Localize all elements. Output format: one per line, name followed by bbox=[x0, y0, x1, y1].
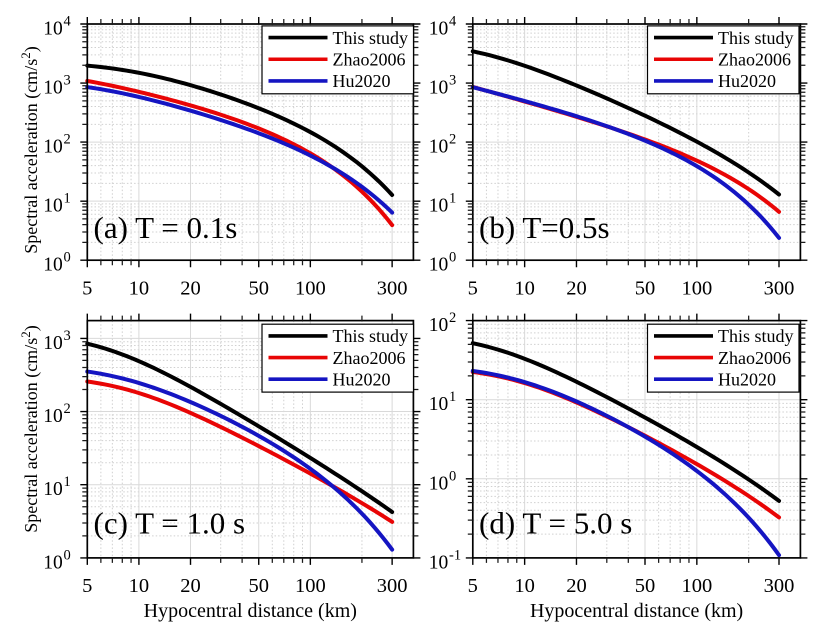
svg-text:Zhao2006: Zhao2006 bbox=[718, 50, 791, 70]
svg-text:This study: This study bbox=[333, 28, 409, 48]
svg-text:Spectral acceleration (cm/s2): Spectral acceleration (cm/s2) bbox=[18, 46, 42, 253]
svg-text:This study: This study bbox=[718, 28, 794, 48]
svg-text:Hypocentral distance (km): Hypocentral distance (km) bbox=[530, 600, 743, 622]
svg-text:20: 20 bbox=[180, 575, 201, 597]
svg-text:10: 10 bbox=[429, 315, 449, 336]
svg-text:10: 10 bbox=[43, 406, 63, 427]
svg-text:10: 10 bbox=[43, 333, 63, 354]
svg-text:3: 3 bbox=[449, 73, 456, 89]
svg-text:0: 0 bbox=[64, 547, 71, 563]
svg-text:20: 20 bbox=[566, 575, 587, 597]
svg-text:20: 20 bbox=[180, 277, 201, 299]
svg-text:2: 2 bbox=[64, 132, 71, 148]
svg-text:10: 10 bbox=[43, 137, 63, 158]
svg-text:0: 0 bbox=[64, 250, 71, 266]
svg-text:5: 5 bbox=[82, 277, 92, 299]
svg-text:(a) T = 0.1s: (a) T = 0.1s bbox=[94, 210, 238, 245]
svg-text:3: 3 bbox=[64, 73, 71, 89]
svg-text:Zhao2006: Zhao2006 bbox=[333, 50, 406, 70]
svg-text:Hu2020: Hu2020 bbox=[718, 370, 776, 390]
svg-text:10: 10 bbox=[429, 137, 449, 158]
svg-text:20: 20 bbox=[566, 277, 587, 299]
svg-text:10: 10 bbox=[43, 78, 63, 99]
svg-text:10: 10 bbox=[429, 552, 449, 573]
svg-text:Hu2020: Hu2020 bbox=[333, 71, 391, 91]
svg-text:(c) T = 1.0 s: (c) T = 1.0 s bbox=[94, 506, 246, 541]
svg-text:100: 100 bbox=[681, 575, 712, 597]
svg-text:1: 1 bbox=[449, 191, 456, 207]
svg-text:1: 1 bbox=[64, 191, 71, 207]
svg-text:10: 10 bbox=[43, 19, 63, 40]
svg-text:Spectral acceleration (cm/s2): Spectral acceleration (cm/s2) bbox=[18, 325, 42, 532]
svg-text:Hypocentral distance (km): Hypocentral distance (km) bbox=[144, 600, 357, 622]
svg-text:300: 300 bbox=[764, 575, 795, 597]
svg-text:Zhao2006: Zhao2006 bbox=[718, 348, 791, 368]
svg-text:0: 0 bbox=[449, 250, 456, 266]
svg-text:(b) T=0.5s: (b) T=0.5s bbox=[479, 210, 610, 245]
svg-text:10: 10 bbox=[129, 277, 150, 299]
svg-text:5: 5 bbox=[468, 575, 478, 597]
svg-text:10: 10 bbox=[129, 575, 150, 597]
svg-text:10: 10 bbox=[43, 255, 63, 276]
svg-text:0: 0 bbox=[449, 468, 456, 484]
svg-text:This study: This study bbox=[718, 326, 794, 346]
svg-text:2: 2 bbox=[449, 132, 456, 148]
svg-text:10: 10 bbox=[429, 394, 449, 415]
svg-text:50: 50 bbox=[635, 575, 656, 597]
svg-text:10: 10 bbox=[429, 473, 449, 494]
svg-text:100: 100 bbox=[295, 575, 326, 597]
svg-text:10: 10 bbox=[514, 575, 535, 597]
svg-text:100: 100 bbox=[681, 277, 712, 299]
svg-text:1: 1 bbox=[449, 389, 456, 405]
svg-text:10: 10 bbox=[429, 196, 449, 217]
svg-text:10: 10 bbox=[514, 277, 535, 299]
svg-text:10: 10 bbox=[43, 552, 63, 573]
svg-text:2: 2 bbox=[64, 401, 71, 417]
svg-text:50: 50 bbox=[635, 277, 656, 299]
svg-text:300: 300 bbox=[764, 277, 795, 299]
svg-text:Hu2020: Hu2020 bbox=[718, 71, 776, 91]
svg-text:-1: -1 bbox=[449, 547, 461, 563]
svg-text:2: 2 bbox=[449, 310, 456, 326]
svg-text:10: 10 bbox=[43, 196, 63, 217]
svg-text:10: 10 bbox=[429, 19, 449, 40]
svg-text:300: 300 bbox=[377, 575, 408, 597]
svg-text:5: 5 bbox=[82, 575, 92, 597]
svg-text:5: 5 bbox=[468, 277, 478, 299]
svg-text:1: 1 bbox=[64, 474, 71, 490]
svg-text:50: 50 bbox=[248, 277, 269, 299]
svg-text:10: 10 bbox=[429, 78, 449, 99]
svg-text:(d) T = 5.0 s: (d) T = 5.0 s bbox=[479, 506, 632, 541]
svg-text:4: 4 bbox=[64, 14, 72, 30]
svg-text:50: 50 bbox=[248, 575, 269, 597]
svg-text:3: 3 bbox=[64, 328, 71, 344]
svg-text:4: 4 bbox=[449, 14, 457, 30]
svg-text:300: 300 bbox=[377, 277, 408, 299]
svg-text:100: 100 bbox=[295, 277, 326, 299]
svg-text:Hu2020: Hu2020 bbox=[333, 370, 391, 390]
svg-text:10: 10 bbox=[429, 255, 449, 276]
svg-text:Zhao2006: Zhao2006 bbox=[333, 348, 406, 368]
svg-text:This study: This study bbox=[333, 326, 409, 346]
svg-text:10: 10 bbox=[43, 479, 63, 500]
